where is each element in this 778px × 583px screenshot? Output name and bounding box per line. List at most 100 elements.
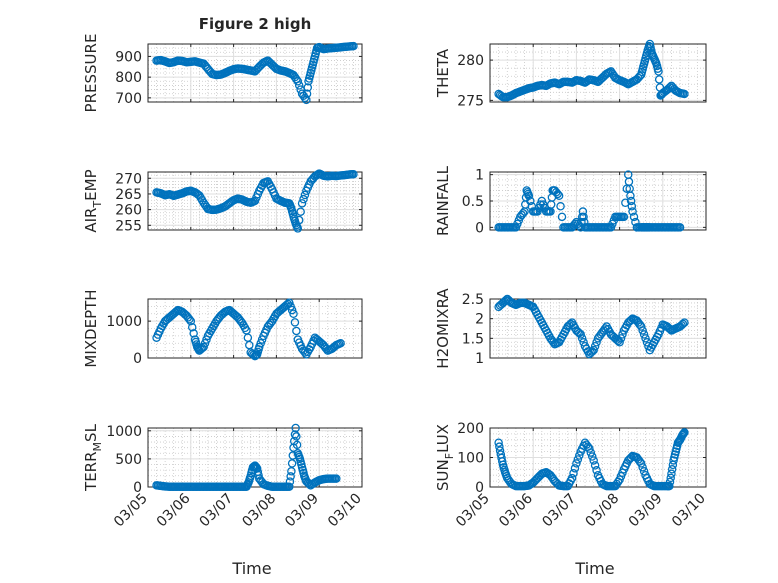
- data-point: [612, 479, 621, 489]
- data-point: [575, 451, 584, 460]
- y-tick-label: 100: [457, 451, 484, 467]
- data-point: [286, 302, 295, 311]
- axes-box: [489, 43, 707, 103]
- y-axis-label: THETA: [434, 48, 452, 98]
- y-tick-label: 200: [457, 421, 484, 437]
- data-point: [292, 326, 301, 336]
- data-point: [287, 459, 297, 468]
- chart-title: Figure 2 high: [199, 15, 312, 33]
- subplot-sun-flux: 0 100 200 03/05 03/06 03/07 03/08 03/09 03/10 SUN…: [434, 421, 709, 578]
- data-point: [300, 93, 310, 103]
- data-point: [302, 95, 311, 105]
- data-point: [592, 466, 601, 475]
- data-point: [332, 474, 341, 483]
- data-point: [628, 207, 637, 216]
- y-axis-label-subscript: M: [91, 442, 104, 452]
- data-point: [199, 342, 208, 352]
- data-point: [189, 329, 198, 338]
- data-point: [667, 469, 676, 478]
- data-point: [639, 330, 649, 339]
- data-point: [589, 345, 598, 355]
- subplot-rainfall: 0 0.5 1 RAINFALL: [434, 165, 707, 236]
- data-point: [290, 318, 300, 327]
- y-axis-label-main: TERR: [82, 451, 100, 492]
- subplot-terr-msl: 0 500 1000 03/05 03/06 03/07 03/08 03/09 03/10 TE…: [82, 423, 365, 578]
- subplot-pressure: 700 800 900 PRESSURE Figure 2 high: [82, 15, 363, 113]
- y-axis-label: MIXDEPTH: [82, 289, 100, 367]
- data-point: [608, 69, 617, 78]
- axes-box: [147, 43, 363, 103]
- data-point: [606, 67, 616, 76]
- y-tick-label: 270: [115, 171, 142, 187]
- y-axis-label: PRESSURE: [82, 34, 100, 113]
- y-axis-label: TERRMSL: [82, 423, 104, 492]
- data-point: [675, 223, 685, 232]
- series-markers: [152, 41, 358, 105]
- data-point: [286, 472, 295, 481]
- series-markers: [494, 170, 685, 232]
- data-point: [611, 481, 620, 491]
- data-point: [497, 457, 507, 466]
- data-point: [573, 455, 583, 464]
- y-axis-label-main: SUN: [434, 459, 452, 491]
- data-point: [590, 461, 600, 470]
- data-point: [638, 463, 647, 472]
- data-point: [289, 309, 298, 318]
- y-tick-label: 1: [475, 351, 484, 367]
- y-tick-label: 1.5: [462, 331, 484, 347]
- y-tick-label: 700: [115, 91, 142, 107]
- y-tick-label: 280: [457, 53, 484, 69]
- data-point: [254, 470, 263, 480]
- data-point: [577, 334, 587, 343]
- data-point: [185, 315, 194, 324]
- data-point: [627, 202, 637, 211]
- y-tick-label: 1000: [106, 314, 142, 330]
- data-point: [186, 316, 196, 326]
- data-point: [615, 338, 624, 347]
- subplot-h2omixra: 1 1.5 2 2.5 H2OMIXRA: [434, 288, 707, 369]
- data-point: [586, 448, 596, 457]
- data-point: [526, 196, 535, 206]
- x-tick-label: 03/09: [626, 491, 666, 531]
- y-tick-label: 1: [475, 168, 484, 184]
- data-point: [572, 459, 581, 468]
- y-tick-label: 800: [115, 70, 142, 86]
- data-point: [638, 326, 647, 335]
- y-tick-label: 265: [115, 187, 142, 203]
- data-point: [636, 322, 646, 331]
- data-point: [293, 77, 303, 86]
- series-markers: [152, 169, 358, 233]
- axes-box: [147, 171, 363, 231]
- x-axis-label: Time: [574, 559, 614, 578]
- data-point: [639, 467, 649, 476]
- data-point: [302, 89, 312, 98]
- data-point: [255, 342, 264, 352]
- x-tick-label: 03/08: [583, 491, 623, 531]
- y-tick-label: 0: [133, 480, 142, 496]
- data-point: [287, 467, 296, 476]
- data-point: [626, 196, 636, 206]
- data-point: [619, 212, 629, 222]
- data-point: [587, 452, 597, 461]
- x-tick-label: 03/10: [669, 491, 709, 531]
- data-point: [296, 207, 305, 216]
- y-tick-label: 260: [115, 203, 142, 219]
- data-point: [635, 71, 645, 81]
- y-axis-label-rest: SL: [82, 423, 100, 442]
- y-axis-label: RAINFALL: [434, 165, 452, 236]
- data-point: [303, 83, 313, 92]
- y-axis-label: SUNFLUX: [434, 424, 456, 491]
- data-point: [300, 190, 310, 200]
- data-point: [665, 477, 675, 487]
- data-point: [576, 330, 585, 339]
- data-point: [546, 200, 556, 209]
- series-markers: [152, 298, 345, 361]
- x-axis-label: Time: [231, 559, 271, 578]
- data-point: [570, 464, 580, 473]
- y-axis-label-rest: EMP: [82, 169, 100, 200]
- data-point: [284, 482, 294, 491]
- data-point: [616, 334, 626, 343]
- data-point: [554, 191, 564, 200]
- y-tick-label: 2.5: [462, 292, 484, 308]
